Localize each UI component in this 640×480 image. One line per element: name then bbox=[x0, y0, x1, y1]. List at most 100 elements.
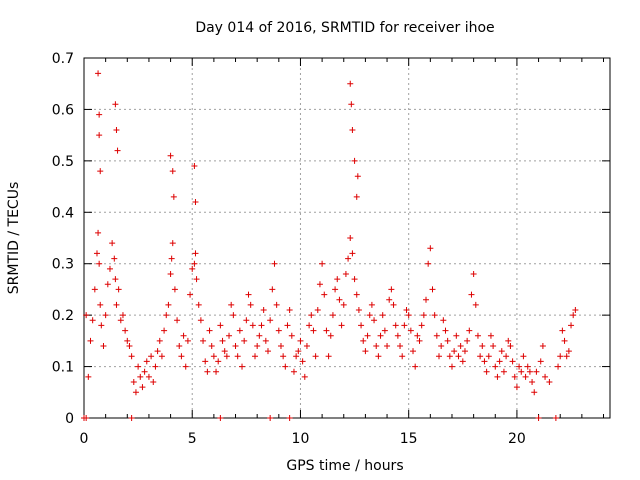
data-point bbox=[362, 348, 369, 355]
data-point bbox=[412, 363, 419, 370]
data-point bbox=[204, 368, 211, 375]
data-point bbox=[394, 332, 401, 339]
data-point bbox=[168, 255, 175, 262]
data-point bbox=[178, 353, 185, 360]
data-point bbox=[85, 373, 92, 380]
data-point bbox=[275, 327, 282, 334]
data-point bbox=[269, 286, 276, 293]
data-point bbox=[230, 312, 237, 319]
data-point bbox=[425, 260, 432, 267]
data-point bbox=[83, 415, 90, 421]
data-point bbox=[557, 353, 564, 360]
data-point bbox=[451, 348, 458, 355]
data-point bbox=[124, 337, 131, 344]
data-point bbox=[241, 337, 248, 344]
data-point bbox=[217, 322, 224, 329]
data-point bbox=[197, 317, 204, 324]
data-point bbox=[262, 337, 269, 344]
data-point bbox=[219, 337, 226, 344]
data-point bbox=[280, 353, 287, 360]
data-point bbox=[407, 327, 414, 334]
data-point bbox=[284, 322, 291, 329]
axis-ticks: 0 0.1 0.2 0.3 0.4 0.5 0.6 0.7 0 5 10 15 20 bbox=[52, 51, 610, 447]
data-point bbox=[192, 250, 199, 257]
data-point bbox=[503, 353, 510, 360]
data-point bbox=[537, 358, 544, 365]
data-point bbox=[448, 363, 455, 370]
data-point bbox=[143, 358, 150, 365]
data-point bbox=[505, 337, 512, 344]
data-point bbox=[200, 337, 207, 344]
data-point bbox=[195, 301, 202, 308]
data-point bbox=[286, 307, 293, 313]
data-point bbox=[98, 322, 105, 329]
data-point bbox=[104, 281, 111, 288]
data-point bbox=[277, 343, 284, 349]
data-point bbox=[509, 358, 516, 365]
data-point bbox=[128, 353, 135, 360]
data-point bbox=[381, 327, 388, 334]
data-point bbox=[496, 358, 503, 365]
data-point bbox=[95, 229, 102, 236]
data-point bbox=[568, 322, 575, 329]
data-point bbox=[520, 353, 527, 360]
data-point bbox=[338, 322, 345, 329]
grid-lines bbox=[84, 58, 610, 418]
data-point bbox=[319, 260, 326, 267]
data-point bbox=[154, 348, 161, 355]
data-point bbox=[539, 343, 546, 349]
x-tick-label: 15 bbox=[400, 431, 418, 447]
data-point bbox=[526, 368, 533, 375]
data-point bbox=[555, 363, 562, 370]
data-point bbox=[329, 312, 336, 319]
data-point bbox=[403, 307, 410, 313]
data-point bbox=[321, 291, 328, 298]
data-point bbox=[429, 286, 436, 293]
data-point bbox=[427, 245, 434, 252]
data-point bbox=[457, 343, 464, 349]
data-point bbox=[384, 343, 391, 349]
data-point bbox=[106, 265, 113, 272]
data-point bbox=[191, 260, 198, 267]
data-point bbox=[202, 358, 209, 365]
data-point bbox=[485, 353, 492, 360]
data-point bbox=[366, 312, 373, 319]
data-point bbox=[461, 348, 468, 355]
data-point bbox=[249, 322, 256, 329]
data-point bbox=[208, 343, 215, 349]
data-point bbox=[423, 296, 430, 303]
data-point bbox=[483, 368, 490, 375]
data-point bbox=[158, 353, 165, 360]
data-point bbox=[466, 327, 473, 334]
data-point bbox=[314, 307, 321, 313]
data-point bbox=[500, 368, 507, 375]
data-point bbox=[492, 363, 499, 370]
data-point bbox=[316, 281, 323, 288]
data-point bbox=[152, 363, 159, 370]
data-point bbox=[420, 312, 427, 319]
data-point bbox=[308, 312, 315, 319]
y-tick-label: 0.4 bbox=[52, 205, 74, 221]
data-point bbox=[167, 271, 174, 277]
data-point bbox=[114, 147, 121, 154]
data-point bbox=[552, 415, 559, 421]
data-point bbox=[132, 389, 139, 396]
data-point bbox=[355, 307, 362, 313]
data-point bbox=[119, 312, 126, 319]
data-point bbox=[306, 322, 313, 329]
y-tick-label: 0.5 bbox=[52, 154, 74, 170]
data-point bbox=[141, 368, 148, 375]
data-point bbox=[299, 358, 306, 365]
data-point bbox=[472, 301, 479, 308]
data-point bbox=[481, 358, 488, 365]
data-point bbox=[546, 379, 553, 385]
data-point bbox=[375, 353, 382, 360]
data-point bbox=[187, 291, 194, 298]
x-tick-label: 0 bbox=[80, 431, 89, 447]
data-point bbox=[332, 286, 339, 293]
data-point bbox=[184, 337, 191, 344]
data-point bbox=[286, 415, 293, 421]
data-point bbox=[135, 363, 142, 370]
data-point bbox=[418, 322, 425, 329]
data-point bbox=[93, 250, 100, 257]
